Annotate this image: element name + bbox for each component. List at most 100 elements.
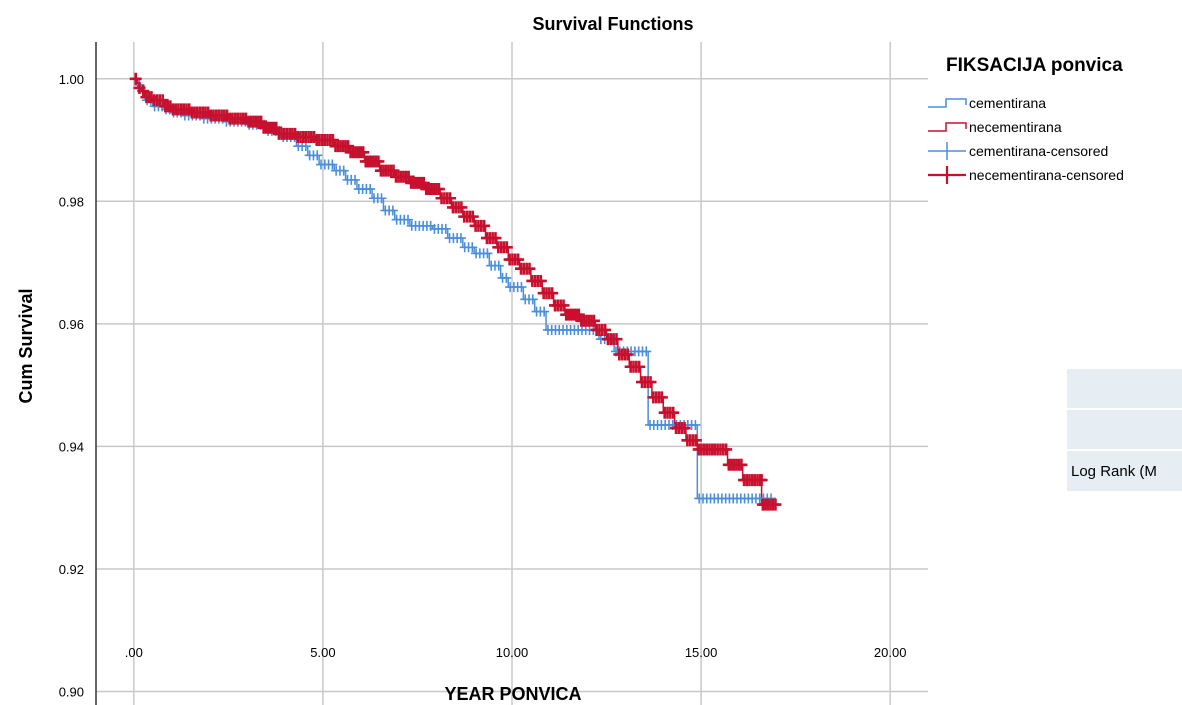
censor-mark: [432, 183, 445, 196]
table-row: Log Rank (M: [1067, 451, 1182, 493]
censor-mark: [403, 214, 413, 225]
y-tick-label: 0.92: [59, 562, 84, 577]
y-tick-label: 0.96: [59, 317, 84, 332]
censor-mark: [387, 205, 398, 216]
table-row: [1067, 410, 1182, 451]
legend-label: necementirana-censored: [969, 167, 1124, 183]
censor-mark: [338, 165, 349, 176]
censor-mark: [689, 434, 702, 447]
censor-mark: [326, 134, 339, 147]
censor-mark: [678, 422, 691, 435]
statistics-table: Log Rank (M: [1067, 369, 1182, 493]
censor-mark: [312, 150, 323, 161]
censor-mark: [387, 164, 400, 177]
censor-mark: [357, 146, 370, 159]
legend-step-swatch: [928, 122, 967, 132]
censor-mark: [655, 391, 668, 404]
x-tick-label: 5.00: [310, 645, 335, 660]
censor-mark: [720, 443, 733, 456]
x-tick-label: 15.00: [685, 645, 718, 660]
table-cell: Log Rank (M: [1071, 463, 1157, 480]
legend-cross-swatch: [928, 166, 966, 184]
survival-line-cementirana: [133, 78, 773, 500]
censor-mark: [587, 314, 600, 327]
censor-mark: [599, 323, 612, 336]
censor-mark: [621, 348, 634, 361]
censor-mark: [129, 72, 142, 85]
censor-mark: [610, 333, 623, 346]
censor-group-necementirana: [129, 72, 782, 511]
legend-entry: necementirana-censored: [928, 166, 1124, 184]
censor-mark: [501, 272, 512, 283]
censor-mark: [516, 282, 527, 293]
legend: FIKSACIJA ponvica cementirana necementira…: [928, 55, 1124, 184]
survival-line-necementirana: [133, 78, 777, 506]
censor-mark: [365, 184, 376, 195]
table-cell: [1067, 369, 1182, 381]
censor-mark: [478, 219, 491, 232]
y-tick-label: 0.98: [59, 194, 84, 209]
table-cell: [1067, 410, 1182, 422]
censor-mark: [641, 346, 652, 357]
censor-mark: [523, 262, 536, 275]
censor-mark: [455, 233, 466, 244]
censor-mark: [342, 140, 355, 153]
censor-mark: [376, 193, 387, 204]
censor-mark: [372, 155, 385, 168]
chart-title: Survival Functions: [532, 14, 693, 34]
censor-group-cementirana: [130, 73, 777, 504]
legend-entry: cementirana-censored: [928, 142, 1108, 160]
censor-mark: [156, 94, 169, 107]
censor-mark: [690, 419, 701, 430]
x-tick-label: 10.00: [496, 645, 529, 660]
censor-mark: [444, 192, 457, 205]
legend-label: cementirana-censored: [969, 143, 1108, 159]
legend-entry: necementirana: [928, 119, 1062, 135]
legend-label: cementirana: [969, 95, 1046, 111]
y-tick-label: 0.94: [59, 439, 84, 454]
censor-mark: [667, 406, 680, 419]
censor-mark: [546, 287, 559, 300]
censor-mark: [417, 176, 430, 189]
legend-title: FIKSACIJA ponvica: [946, 55, 1123, 76]
censor-mark: [255, 115, 268, 128]
censor-mark: [769, 498, 782, 511]
censor-mark: [557, 299, 570, 312]
censor-mark: [350, 174, 361, 185]
y-axis-label: Cum Survival: [16, 288, 36, 403]
censor-mark: [137, 85, 150, 98]
censor-mark: [500, 241, 513, 254]
legend-entry: cementirana: [928, 95, 1046, 111]
censor-mark: [270, 121, 283, 134]
x-axis-label: YEAR PONVICA: [444, 684, 581, 704]
censor-mark: [467, 242, 478, 253]
censor-mark: [440, 223, 451, 234]
censor-mark: [735, 458, 748, 471]
censor-mark: [512, 253, 525, 266]
censor-mark: [327, 159, 338, 170]
legend-cross-swatch: [928, 142, 966, 160]
censor-mark: [402, 170, 415, 183]
x-tick-label: 20.00: [874, 645, 907, 660]
x-tick-label: .00: [125, 645, 143, 660]
y-tick-label: 0.90: [59, 684, 84, 699]
table-row: [1067, 369, 1182, 410]
censor-mark: [534, 274, 547, 287]
censor-mark: [466, 210, 479, 223]
y-tick-label: 1.00: [59, 72, 84, 87]
censor-mark: [527, 294, 538, 305]
censor-mark: [482, 248, 493, 259]
censor-mark: [633, 360, 646, 373]
censor-mark: [755, 474, 768, 487]
censor-mark: [644, 376, 657, 389]
censor-mark: [539, 306, 550, 317]
censor-marks: [129, 72, 782, 511]
censor-mark: [572, 308, 585, 321]
censor-mark: [489, 232, 502, 245]
censor-mark: [493, 260, 504, 271]
axes: 0.90 0.92 0.94 0.96 0.98 1.00 .00 5.00 10.00 15.0…: [59, 42, 907, 705]
legend-step-swatch: [928, 98, 967, 108]
grid-lines: [96, 42, 928, 705]
series-layer: [133, 78, 777, 506]
